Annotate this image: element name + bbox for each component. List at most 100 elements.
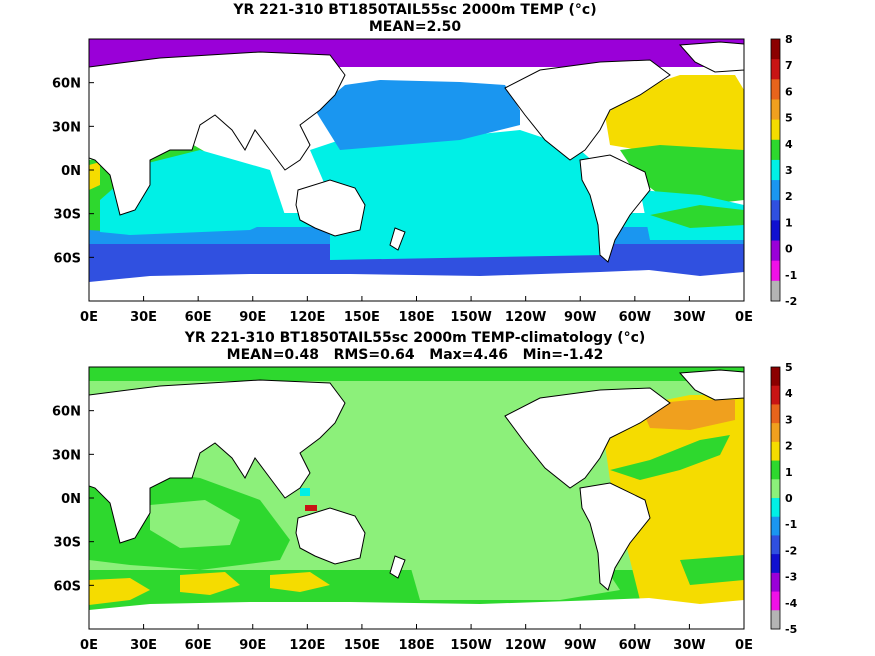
colorbar-label: -3 <box>785 571 797 584</box>
colorbar-swatch <box>771 423 780 443</box>
colorbar-swatch <box>771 99 780 121</box>
colorbar-swatch <box>771 441 780 462</box>
colorbar-swatch <box>771 180 780 201</box>
colorbar-label: 3 <box>785 164 793 177</box>
colorbar-swatch <box>771 572 780 593</box>
lon-tick-label: 150W <box>450 638 491 653</box>
lon-tick-label: 30W <box>673 638 705 653</box>
bottom-panel-stats: MEAN=0.48 RMS=0.64 Max=4.46 Min=-1.42 <box>226 347 604 363</box>
lat-tick-label: 0N <box>61 164 81 179</box>
colorbar-swatch <box>771 479 780 499</box>
colorbar-swatch <box>771 260 780 282</box>
lat-tick-label: 60S <box>54 251 81 266</box>
bottom-colorbar: 5 4 3 2 1 0 -1 -2 -3 -4 -5 <box>770 361 798 636</box>
colorbar-swatch <box>771 610 780 630</box>
colorbar-label: 1 <box>785 216 793 229</box>
lat-tick-label: 60S <box>54 579 81 594</box>
lon-tick-label: 0E <box>735 638 753 653</box>
colorbar-label: 2 <box>785 190 793 203</box>
lon-tick-label: 90W <box>564 310 596 325</box>
lat-tick-label: 30N <box>52 448 81 463</box>
lon-tick-label: 180E <box>398 638 434 653</box>
colorbar-swatch <box>771 460 780 480</box>
colorbar-swatch <box>771 280 780 302</box>
top-map-field <box>89 39 744 301</box>
colorbar-swatch <box>771 404 780 424</box>
colorbar-swatch <box>771 39 780 60</box>
lat-tick-label: 0N <box>61 492 81 507</box>
top-panel-title: YR 221-310 BT1850TAIL55sc 2000m TEMP (°c… <box>233 2 597 18</box>
lat-tick-label: 60N <box>52 77 81 92</box>
colorbar-label: 2 <box>785 440 793 453</box>
top-latitude-axis: 60N 30N 0N 30S 60S <box>52 77 94 266</box>
colorbar-label: 5 <box>785 112 793 125</box>
colorbar-label: 7 <box>785 59 793 72</box>
colorbar-swatch <box>771 119 780 141</box>
bottom-longitude-axis: 0E 30E 60E 90E 120E 150E 180E 150W 120W 90W 60W 30W… <box>80 624 753 653</box>
colorbar-label: -4 <box>785 597 798 610</box>
colorbar-label: 8 <box>785 33 793 46</box>
colorbar-label: 5 <box>785 361 793 374</box>
colorbar-swatch <box>771 240 780 262</box>
lon-tick-label: 0E <box>80 310 98 325</box>
lat-tick-label: 30S <box>54 536 81 551</box>
top-colorbar: 8 7 6 5 4 3 2 1 0 -1 -2 <box>770 33 797 308</box>
colorbar-swatch <box>771 498 780 518</box>
colorbar-label: 4 <box>785 138 793 151</box>
lon-tick-label: 90W <box>564 638 596 653</box>
lon-tick-label: 90E <box>239 638 266 653</box>
colorbar-label: 0 <box>785 492 793 505</box>
colorbar-label: 3 <box>785 413 793 426</box>
lon-tick-label: 90E <box>239 310 266 325</box>
lon-tick-label: 60E <box>185 310 212 325</box>
colorbar-swatch <box>771 516 780 536</box>
lon-tick-label: 0E <box>80 638 98 653</box>
bottom-map-field <box>89 367 744 629</box>
lon-tick-label: 0E <box>735 310 753 325</box>
top-panel-mean: MEAN=2.50 <box>368 19 462 35</box>
colorbar-swatch <box>771 200 780 221</box>
colorbar-swatch <box>771 59 780 80</box>
lon-tick-label: 60W <box>619 310 651 325</box>
colorbar-label: -1 <box>785 518 797 531</box>
colorbar-swatch <box>771 79 780 100</box>
colorbar-label: 4 <box>785 387 793 400</box>
lat-tick-label: 30S <box>54 208 81 223</box>
colorbar-label: 6 <box>785 85 793 98</box>
lat-tick-label: 60N <box>52 405 81 420</box>
top-longitude-axis: 0E 30E 60E 90E 120E 150E 180E 150W 120W 90W 60W 30W… <box>80 296 753 325</box>
colorbar-swatch <box>771 220 780 242</box>
colorbar-swatch <box>771 367 780 387</box>
lon-tick-label: 120E <box>289 638 325 653</box>
lon-tick-label: 30W <box>673 310 705 325</box>
lon-tick-label: 150E <box>344 638 380 653</box>
lon-tick-label: 120W <box>505 638 546 653</box>
bottom-latitude-axis: 60N 30N 0N 30S 60S <box>52 405 94 594</box>
colorbar-frame <box>770 366 781 630</box>
colorbar-label: -1 <box>785 269 797 282</box>
colorbar-swatch <box>771 591 780 611</box>
lon-tick-label: 120W <box>505 310 546 325</box>
colorbar-label: 1 <box>785 466 793 479</box>
lon-tick-label: 180E <box>398 310 434 325</box>
lon-tick-label: 60E <box>185 638 212 653</box>
colorbar-frame <box>770 38 781 302</box>
colorbar-swatch <box>771 554 780 574</box>
lon-tick-label: 150E <box>344 310 380 325</box>
lon-tick-label: 150W <box>450 310 491 325</box>
colorbar-label: -2 <box>785 295 797 308</box>
colorbar-swatch <box>771 159 780 181</box>
lon-tick-label: 30E <box>130 310 157 325</box>
colorbar-swatch <box>771 139 780 161</box>
colorbar-swatch <box>771 535 780 555</box>
colorbar-label: 0 <box>785 243 793 256</box>
lon-tick-label: 30E <box>130 638 157 653</box>
bottom-panel-title: YR 221-310 BT1850TAIL55sc 2000m TEMP-cli… <box>184 330 646 346</box>
colorbar-label: -5 <box>785 623 797 636</box>
colorbar-swatch <box>771 385 780 405</box>
lon-tick-label: 120E <box>289 310 325 325</box>
colorbar-label: -2 <box>785 544 797 557</box>
lon-tick-label: 60W <box>619 638 651 653</box>
lat-tick-label: 30N <box>52 120 81 135</box>
